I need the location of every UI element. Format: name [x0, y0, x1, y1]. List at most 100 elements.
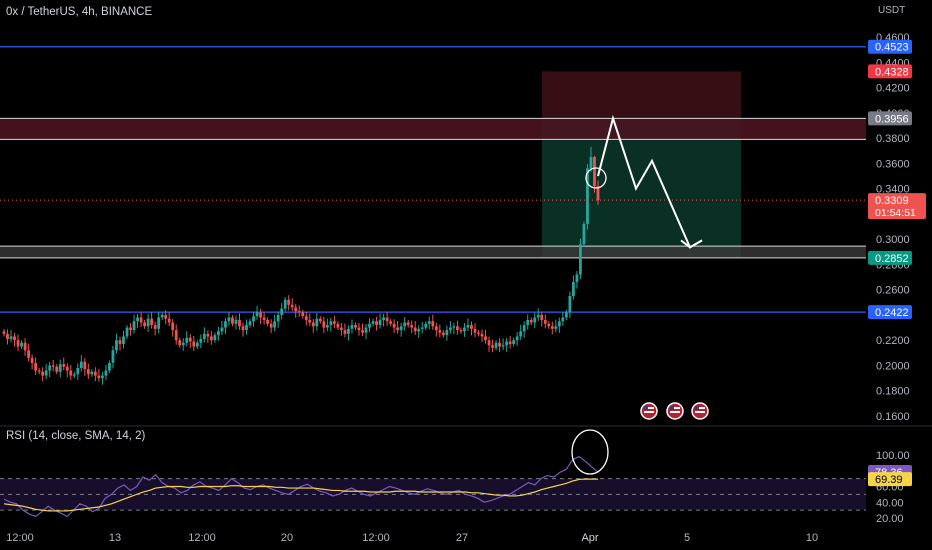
rsi-sma-line — [3, 478, 599, 512]
candle-body — [322, 321, 326, 328]
candle-body — [382, 317, 385, 320]
candle-body — [280, 308, 284, 315]
candle-body — [452, 326, 456, 328]
candle-body — [431, 321, 435, 327]
candle-body — [557, 321, 561, 327]
current-price-tag-box — [868, 193, 926, 220]
candle-body — [399, 326, 403, 331]
candle-body — [30, 357, 34, 363]
price-tag-0-box — [868, 64, 912, 79]
candle-body — [76, 367, 80, 375]
candle-body — [125, 327, 129, 337]
candle-body — [579, 244, 582, 275]
candle-body — [262, 317, 266, 320]
candle-body — [97, 375, 101, 379]
current-price-countdown: 01:54:51 — [875, 207, 916, 219]
candle-body — [508, 341, 512, 344]
candle-body — [343, 330, 347, 334]
resistance-zone — [0, 118, 866, 140]
candle-body — [463, 327, 466, 332]
candle-body — [290, 304, 294, 308]
price-tick-label: 0.3400 — [876, 184, 910, 196]
candle-body — [72, 374, 76, 376]
target-zone — [542, 118, 741, 258]
us-flag-icon-stripe — [644, 407, 654, 409]
candle-body — [420, 327, 424, 329]
candle-body — [273, 321, 277, 328]
candle-body — [202, 333, 206, 339]
candle-body — [181, 342, 185, 346]
symbol-header: 0x / TetherUS, 4h, BINANCE — [6, 6, 153, 18]
candle-body — [347, 328, 350, 334]
candle-body — [62, 364, 66, 367]
candle-body — [389, 321, 393, 324]
time-tick-label: 27 — [456, 532, 468, 544]
candle-body — [213, 335, 217, 341]
candle-body — [403, 322, 407, 327]
candle-body — [477, 332, 480, 334]
candle-body — [129, 327, 132, 331]
level-price-tag-1-box — [868, 305, 912, 320]
candle-body — [371, 321, 375, 324]
current-price-value: 0.3309 — [875, 195, 909, 207]
candle-body — [27, 350, 31, 358]
candle-body — [498, 342, 501, 347]
candle-body — [470, 325, 473, 329]
us-flag-icon-canton — [670, 406, 674, 410]
price-tick-label: 0.1600 — [876, 411, 910, 423]
candle-body — [287, 299, 291, 305]
candle-body — [150, 318, 154, 326]
rsi-line — [3, 455, 599, 518]
candle-body — [540, 314, 544, 320]
candle-body — [375, 321, 378, 326]
candle-body — [441, 332, 445, 336]
candle-body — [385, 317, 389, 322]
candle-body — [501, 345, 505, 347]
candle-body — [336, 323, 340, 328]
candle-body — [227, 317, 231, 322]
candle-body — [543, 319, 547, 324]
candle-body — [90, 371, 94, 375]
candle-body — [589, 157, 593, 169]
candle-body — [325, 325, 329, 328]
candle-body — [83, 361, 87, 370]
candle-body — [561, 317, 565, 322]
price-tick-label: 0.3000 — [876, 234, 910, 246]
candle-body — [466, 325, 470, 328]
us-flag-icon-canton — [695, 406, 699, 410]
candle-body — [350, 325, 354, 329]
candle-body — [297, 311, 301, 313]
candle-body — [37, 370, 41, 372]
candle-body — [582, 223, 586, 245]
candle-body — [522, 325, 526, 332]
candle-body — [206, 333, 210, 337]
candle-body — [132, 321, 136, 331]
candle-body — [294, 307, 298, 312]
candle-body — [171, 322, 175, 331]
price-tick-label: 0.1800 — [876, 386, 910, 398]
candle-body — [48, 365, 52, 371]
time-tick-label: 12:00 — [6, 532, 34, 544]
candle-body — [445, 330, 449, 336]
candle-body — [308, 319, 312, 323]
time-tick-label: 13 — [109, 532, 121, 544]
candle-body — [571, 282, 575, 296]
candle-body — [512, 340, 516, 344]
candle-body — [318, 318, 322, 322]
price-tag-2: 0.2852 — [875, 253, 909, 265]
level-price-tag-1: 0.2422 — [875, 307, 909, 319]
candle-body — [164, 314, 168, 319]
candle-body — [526, 319, 530, 326]
projection-arrowhead — [680, 239, 703, 249]
candle-body — [283, 299, 287, 309]
candle-body — [417, 328, 421, 332]
candle-body — [118, 340, 122, 344]
candle-body — [86, 369, 90, 375]
rsi-sma-value-label: 69.39 — [875, 474, 903, 486]
us-flag-icon-stripe — [670, 411, 680, 413]
candle-body — [209, 336, 213, 341]
candle-body — [332, 321, 336, 324]
level-price-tag-0-box — [868, 39, 912, 54]
candle-body — [143, 322, 146, 327]
